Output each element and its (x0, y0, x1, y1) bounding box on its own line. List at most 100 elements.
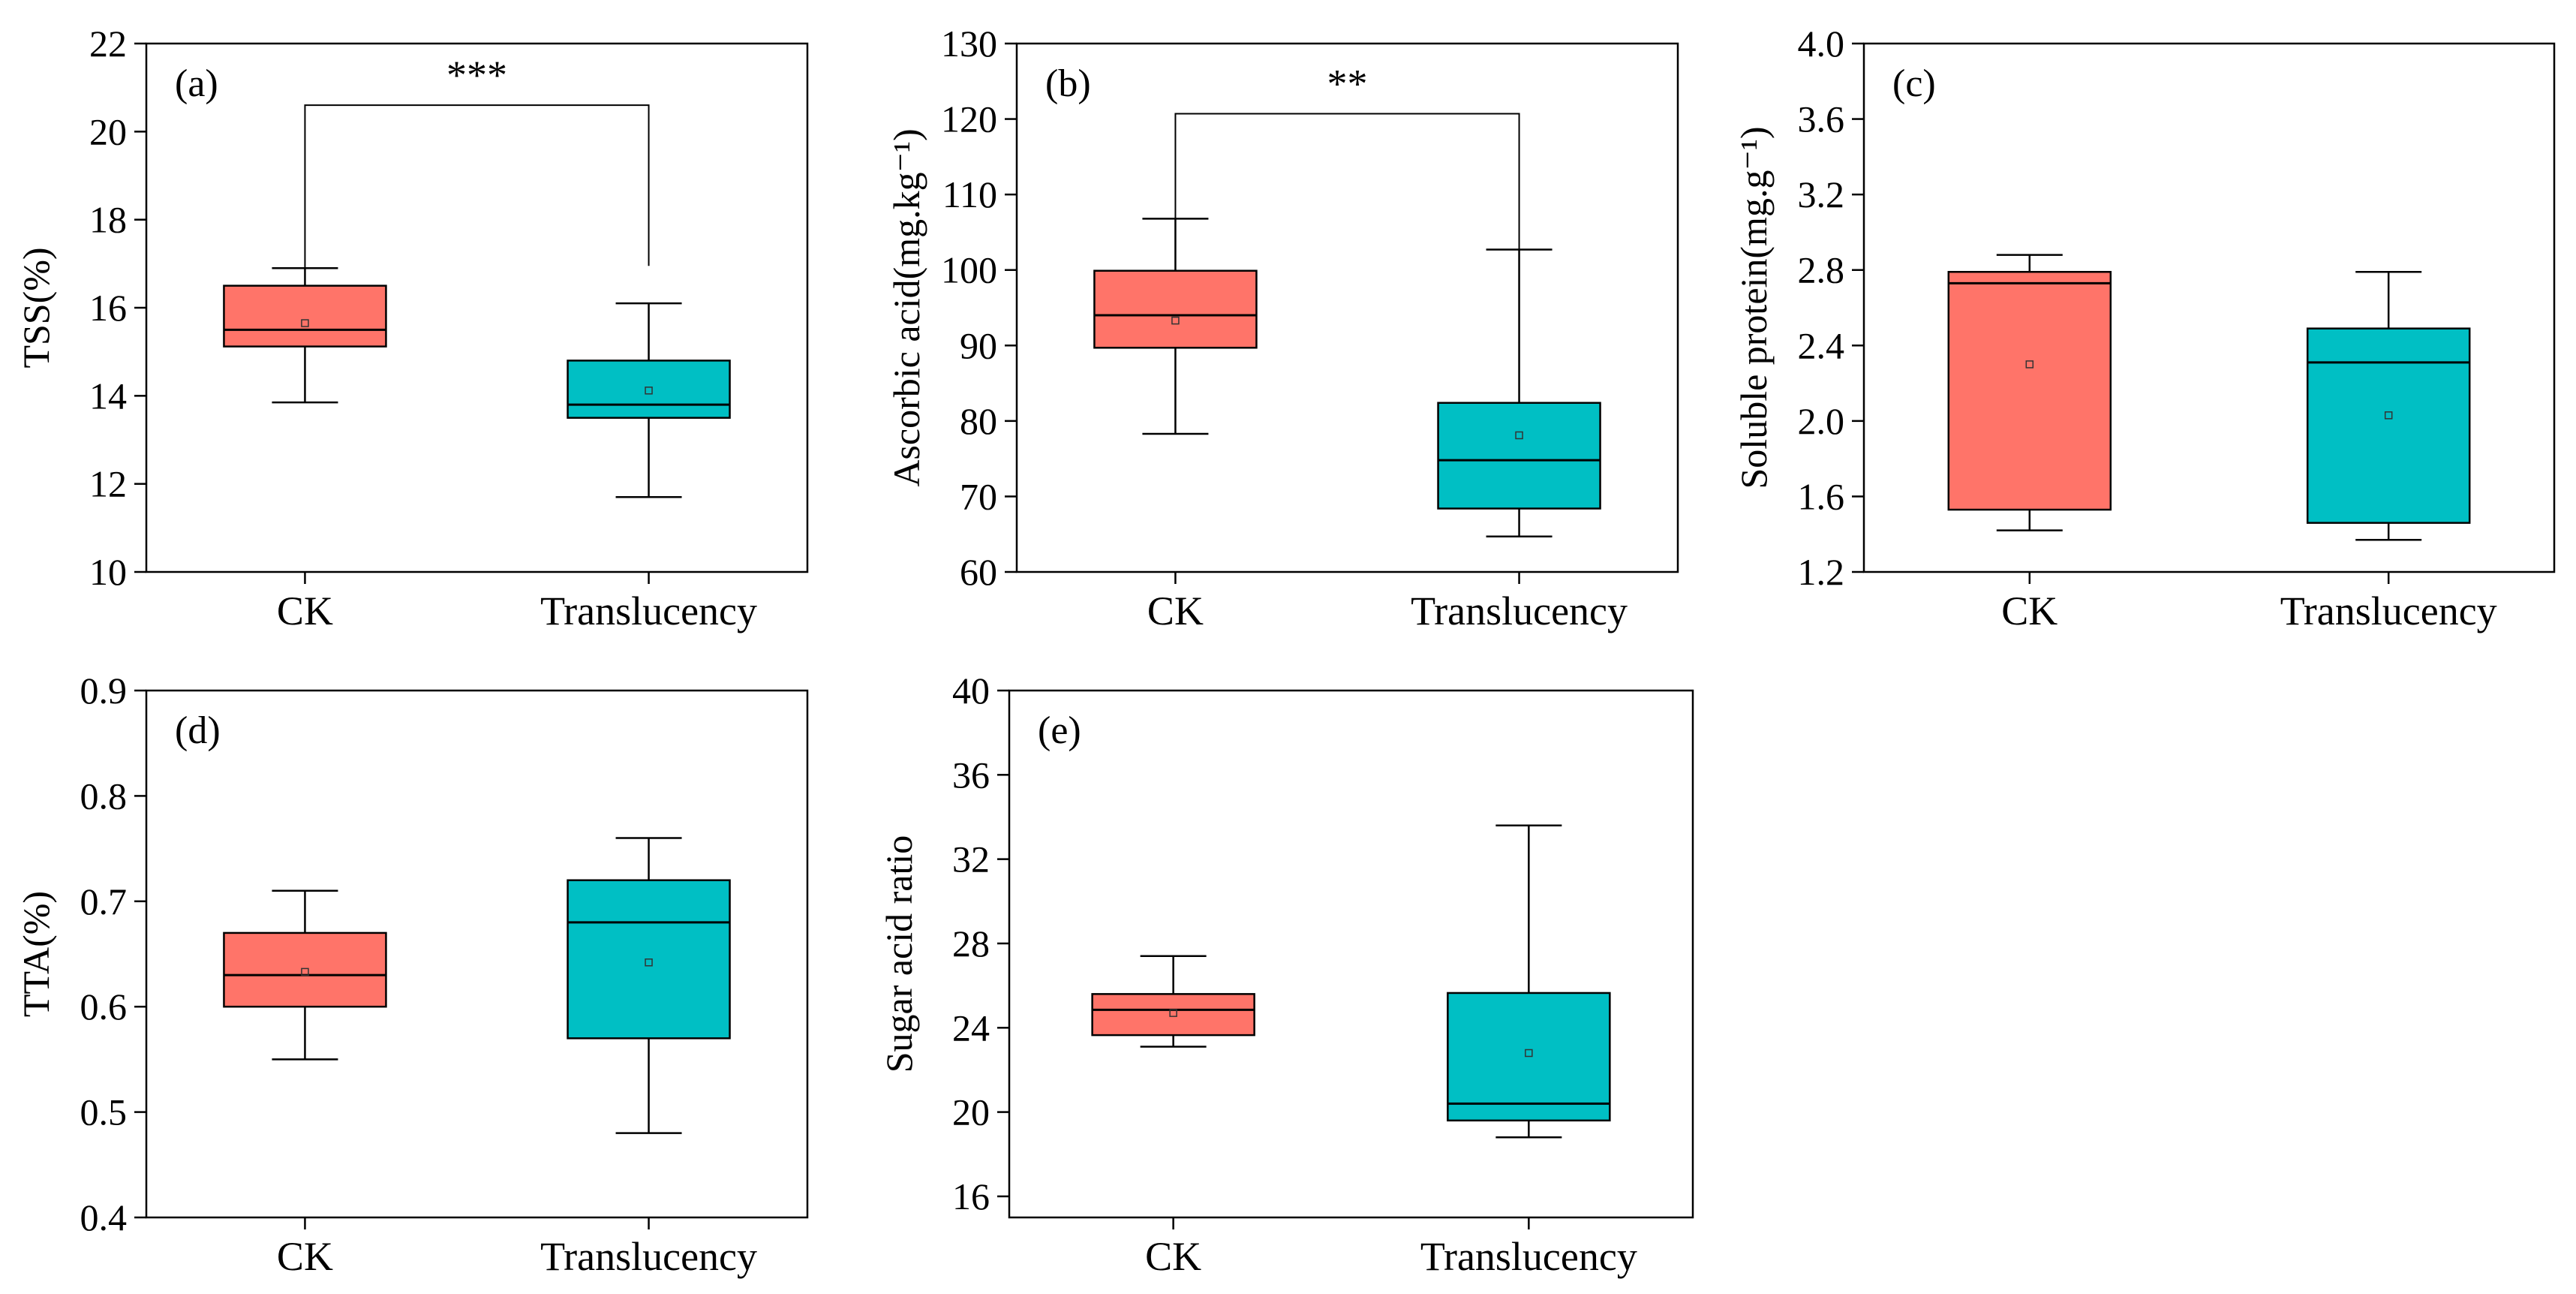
plot-frame (1015, 42, 1679, 573)
box-1 (1447, 824, 1611, 1139)
box-iqr (2306, 327, 2471, 524)
x-category-label: CK (1145, 1234, 1201, 1279)
mean-marker (645, 387, 653, 395)
y-tick-label: 2.4 (1798, 324, 1845, 366)
plot-frame (145, 689, 809, 1219)
y-tick-label: 90 (960, 324, 997, 366)
box-0 (1093, 218, 1258, 435)
plot-frame (1008, 689, 1694, 1219)
x-category-label: Translucency (540, 1234, 757, 1279)
box-iqr (1093, 269, 1258, 349)
panel-3: 1.2 1.6 2.0 2.4 2.8 3.2 3.6 4.0 CK Translucency So… (1733, 23, 2556, 633)
y-tick-label: 2.0 (1798, 400, 1845, 442)
significance-bracket: ** (1174, 62, 1520, 250)
box-0 (223, 266, 387, 404)
y-tick-label: 20 (952, 1091, 990, 1133)
box-iqr (223, 284, 387, 348)
panel-tag: (d) (175, 709, 221, 752)
mean-marker (1169, 1009, 1177, 1017)
x-category-label: Translucency (2280, 588, 2497, 633)
x-category-label: Translucency (540, 588, 757, 633)
y-axis-label: Soluble protein(mg.g⁻¹) (1733, 127, 1775, 489)
y-tick-label: 12 (89, 463, 127, 505)
y-tick-label: 36 (952, 754, 990, 796)
box-iqr (567, 360, 731, 419)
panel-4: 0.4 0.5 0.6 0.7 0.8 0.9 CK Translucency TTA(%) (d… (15, 670, 809, 1279)
y-tick-label: 0.7 (80, 880, 128, 922)
y-tick-label: 28 (952, 922, 990, 964)
x-category-label: CK (1147, 588, 1204, 633)
box-0 (1947, 254, 2112, 531)
y-tick-label: 0.6 (80, 986, 128, 1028)
y-tick-label: 2.8 (1798, 249, 1845, 291)
y-tick-label: 110 (942, 173, 997, 215)
box-iqr (1437, 402, 1601, 510)
y-tick-label: 16 (952, 1175, 990, 1217)
y-tick-label: 4.0 (1798, 23, 1845, 65)
y-tick-label: 60 (960, 551, 997, 593)
y-tick-label: 40 (952, 670, 990, 712)
y-tick-label: 18 (89, 199, 127, 241)
panel-tag: (c) (1892, 62, 1936, 105)
significance-label: ** (1327, 62, 1368, 107)
y-axis-label: Sugar acid ratio (878, 835, 920, 1073)
mean-marker (1515, 431, 1523, 440)
x-category-label: Translucency (1420, 1234, 1637, 1279)
x-category-label: CK (2001, 588, 2057, 633)
mean-marker (301, 967, 309, 977)
y-tick-label: 0.8 (80, 775, 128, 817)
significance-bracket: *** (304, 53, 650, 269)
box-iqr (1947, 270, 2112, 511)
significance-label: *** (446, 53, 507, 98)
box-1 (1437, 248, 1601, 537)
x-category-label: CK (277, 1234, 333, 1279)
y-tick-label: 20 (89, 110, 127, 152)
panel-5: 16 20 24 28 32 36 40 CK Translucency Sugar acid r… (878, 670, 1694, 1279)
y-tick-label: 3.2 (1798, 173, 1845, 215)
y-tick-label: 22 (89, 23, 127, 65)
y-tick-label: 130 (941, 23, 997, 65)
mean-marker (1171, 316, 1180, 325)
box-1 (567, 302, 731, 498)
mean-marker (2025, 360, 2034, 369)
x-category-label: Translucency (1411, 588, 1628, 633)
x-category-label: CK (277, 588, 333, 633)
panel-tag: (b) (1045, 62, 1091, 105)
y-tick-label: 10 (89, 551, 127, 593)
y-tick-label: 1.6 (1798, 475, 1845, 517)
panel-2: 60 70 80 90 100 110 120 130 CK Translucency Ascorb… (885, 23, 1679, 633)
y-axis-label: Ascorbic acid(mg.kg⁻¹) (885, 128, 927, 486)
panel-tag: (e) (1038, 709, 1081, 752)
panel-1: 10 12 14 16 18 20 22 CK Translucency TSS(%) (a) *** (15, 23, 809, 633)
bracket-line (304, 104, 650, 269)
box-0 (223, 889, 387, 1061)
y-tick-label: 80 (960, 400, 997, 442)
mean-marker (301, 319, 309, 327)
panel-tag: (a) (175, 62, 218, 105)
y-tick-label: 1.2 (1798, 551, 1845, 593)
box-iqr (1091, 993, 1255, 1037)
y-tick-label: 70 (960, 475, 997, 517)
y-axis-label: TSS(%) (15, 247, 57, 368)
mean-marker (645, 958, 653, 967)
y-tick-label: 16 (89, 287, 127, 329)
y-tick-label: 14 (89, 375, 127, 417)
box-iqr (223, 931, 387, 1008)
y-tick-label: 100 (941, 249, 997, 291)
y-axis-label: TTA(%) (15, 891, 57, 1017)
y-tick-label: 0.5 (80, 1091, 128, 1133)
y-tick-label: 120 (941, 98, 997, 140)
y-tick-label: 0.9 (80, 670, 128, 712)
plot-frame (1862, 42, 2556, 573)
mean-marker (2384, 411, 2393, 420)
box-1 (567, 837, 731, 1134)
y-tick-label: 3.6 (1798, 98, 1845, 140)
y-tick-label: 32 (952, 838, 990, 880)
bracket-line (1174, 113, 1520, 250)
y-tick-label: 0.4 (80, 1196, 128, 1238)
mean-marker (1525, 1049, 1533, 1058)
y-tick-label: 24 (952, 1007, 990, 1049)
box-0 (1091, 955, 1255, 1048)
box-1 (2306, 270, 2471, 541)
